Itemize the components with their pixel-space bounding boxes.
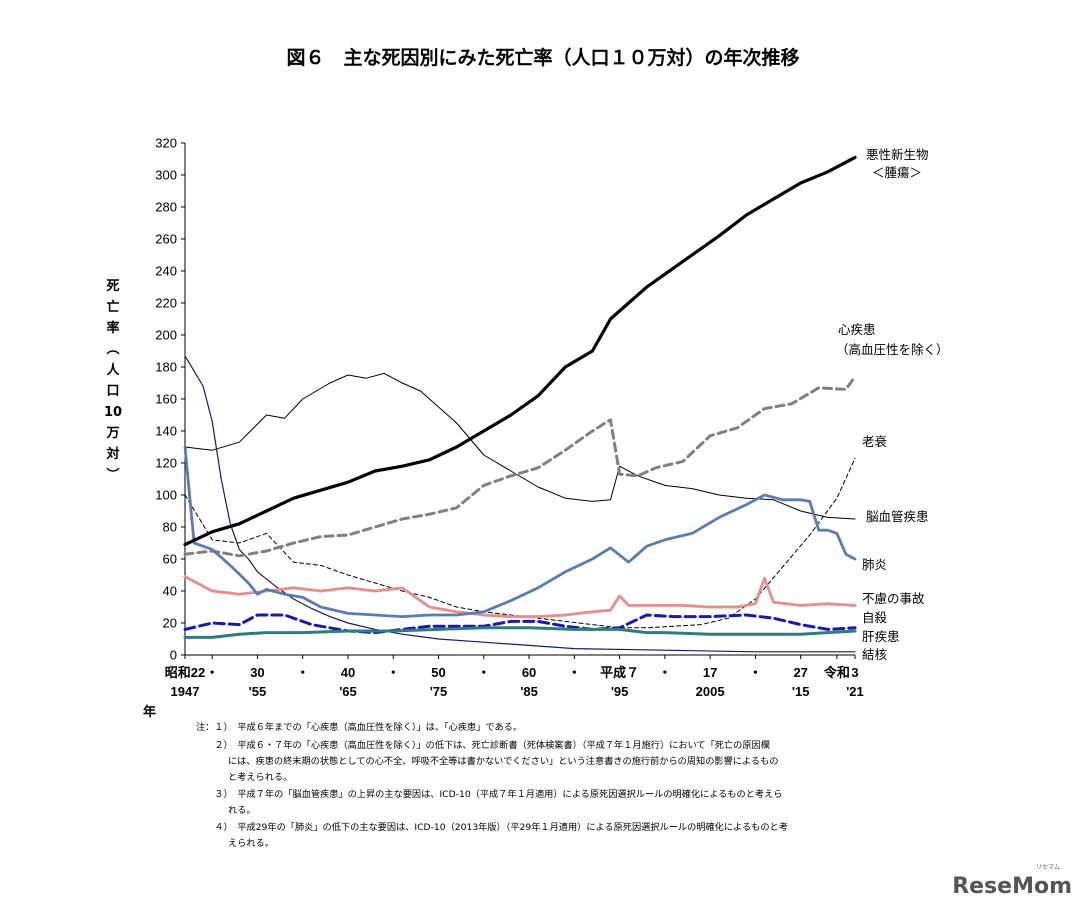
y-tick-label: 20 [163, 616, 177, 631]
y-label-char: ︶ [105, 467, 119, 483]
x-tick-year-label: 2005 [696, 684, 725, 699]
series-line-2 [183, 375, 857, 558]
y-ticks: 0 20 40 60 80 100 120 140 160 180 200 220 240 260 280 3… [155, 136, 185, 663]
x-ticks: 昭和22 1947 ・ 30 '55 ・ 40 '65 ・ 50 '75 ・ 60 '85 ・ 平成７ '95 ・… [165, 655, 864, 699]
series-labels: 悪性新生物 ＜腫瘍＞ 心疾患 （高血圧性を除く） 老衰 脳血管疾患 肺炎 不慮の… [836, 147, 949, 662]
y-tick-label: 220 [155, 296, 177, 311]
y-tick-label: 120 [155, 456, 177, 471]
label-heart-sub: （高血圧性を除く） [836, 342, 949, 357]
y-tick-label: 60 [163, 552, 177, 567]
x-tick-label: 平成７ [600, 665, 639, 680]
x-tick-label: ・ [477, 665, 490, 680]
y-tick-label: 180 [155, 360, 177, 375]
note-line: ２） 平成６・７年の「心疾患（高血圧性を除く）」の低下は、死亡診断書（死体検案書… [196, 739, 770, 751]
footnotes: 注：１） 平成６年までの「心疾患（高血圧性を除く）」は、「心疾患」である。 ２）… [196, 721, 788, 849]
series-line-8 [183, 613, 857, 635]
y-tick-label: 140 [155, 424, 177, 439]
y-label-char: 死 [106, 279, 119, 294]
watermark-small: リセマム [1036, 864, 1060, 871]
series-line-4 [184, 372, 856, 520]
y-label-char: 万 [105, 426, 119, 441]
y-tick-label: 280 [155, 200, 177, 215]
y-tick-label: 160 [155, 392, 177, 407]
label-liver: 肝疾患 [862, 629, 900, 644]
x-tick-year-label: '55 [249, 684, 267, 699]
x-tick-label: 50 [431, 665, 445, 680]
y-tick-label: 100 [155, 488, 177, 503]
label-stroke: 脳血管疾患 [866, 509, 929, 524]
y-label-char: 人 [106, 362, 120, 378]
x-tick-year-label: '75 [430, 684, 448, 699]
note-line: ４） 平成29年の「肺炎」の低下の主な要因は、ICD-10（2013年版）（平2… [196, 821, 788, 833]
note-line: と考えられる。 [228, 772, 292, 783]
x-tick-year-label: 1947 [171, 684, 200, 699]
y-tick-label: 320 [155, 136, 177, 151]
x-tick-label: 60 [522, 665, 536, 680]
label-heart: 心疾患 [838, 322, 876, 337]
x-tick-year-label: '21 [846, 684, 864, 699]
y-label-char: ︵ [105, 342, 119, 357]
x-tick-label: ・ [206, 665, 219, 680]
note-line: れる。 [228, 805, 256, 816]
x-tick-year-label: '95 [611, 684, 629, 699]
series-line-1 [183, 155, 857, 547]
x-tick-year-label: '85 [520, 684, 538, 699]
x-tick-label: ・ [568, 665, 581, 680]
y-axis-label: 死亡率 ︵ 人口 10 万対 ︶ [104, 279, 122, 483]
series-line-5 [183, 445, 857, 618]
watermark-logo: リセマム ReseMom [952, 864, 1072, 899]
note-line: ３） 平成７年の「脳血管疾患」の上昇の主な要因は、ICD-10（平成７年１月適用… [196, 788, 783, 800]
y-label-char: 率 [106, 320, 119, 336]
y-tick-label: 0 [170, 648, 177, 663]
label-suicide: 自殺 [862, 610, 888, 625]
label-tb: 結核 [862, 647, 888, 662]
y-tick-label: 80 [163, 520, 177, 535]
x-tick-label: ・ [749, 665, 762, 680]
chart-title: 図６ 主な死因別にみた死亡率（人口１０万対）の年次推移 [286, 46, 799, 69]
y-tick-label: 40 [163, 584, 177, 599]
x-tick-label: 27 [793, 665, 807, 680]
series-lines [183, 155, 857, 653]
y-tick-label: 260 [155, 232, 177, 247]
series-line-7 [183, 575, 857, 619]
y-label-char: 亡 [106, 299, 119, 315]
x-tick-year-label: '15 [792, 684, 810, 699]
watermark-text: ReseMom [952, 874, 1072, 899]
x-tick-label: ・ [387, 665, 400, 680]
label-pneumonia: 肺炎 [862, 557, 887, 572]
y-tick-label: 200 [155, 328, 177, 343]
label-accident: 不慮の事故 [862, 591, 925, 606]
x-tick-label: 17 [703, 665, 717, 680]
y-tick-label: 300 [155, 168, 177, 183]
note-line: 注：１） 平成６年までの「心疾患（高血圧性を除く）」は、「心疾患」である。 [196, 721, 522, 733]
label-cancer: 悪性新生物 [866, 147, 929, 162]
x-tick-label: 令和 [824, 665, 850, 680]
series-line-9 [183, 626, 857, 639]
x-tick-label: 昭和22 [165, 665, 205, 680]
note-line: えられる。 [228, 838, 274, 849]
x-tick-label: 30 [250, 665, 264, 680]
x-tick-label: ・ [296, 665, 309, 680]
x-tick-year-label: '65 [339, 684, 357, 699]
axes [184, 143, 855, 656]
y-label-char: 口 [106, 384, 119, 399]
y-label-char: 対 [105, 446, 119, 462]
x-tick-label: 40 [341, 665, 355, 680]
y-label-char: 10 [104, 405, 122, 420]
y-tick-label: 240 [155, 264, 177, 279]
x-tick-label: 3 [851, 665, 858, 680]
series-line-6 [184, 355, 856, 653]
note-line: には、疾患の終末期の状態としての心不全、呼吸不全等は書かないでください」という注… [228, 755, 778, 767]
x-axis-label: 年 [143, 704, 156, 719]
label-senility: 老衰 [862, 434, 888, 449]
x-tick-label: ・ [658, 665, 671, 680]
label-cancer-sub: ＜腫瘍＞ [872, 165, 922, 180]
